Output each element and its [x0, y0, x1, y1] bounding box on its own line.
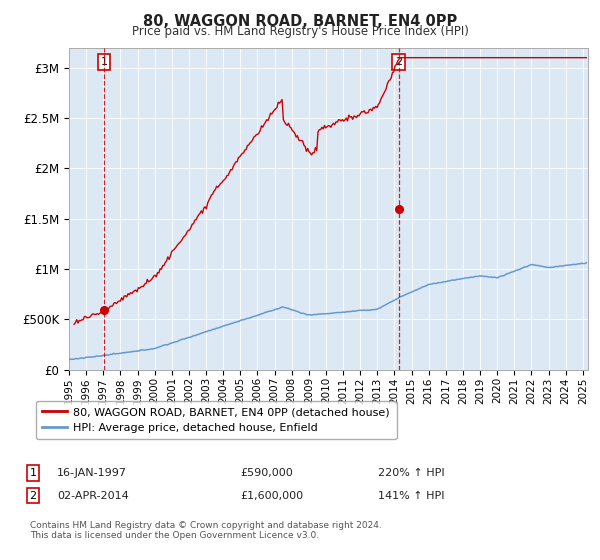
Text: 80, WAGGON ROAD, BARNET, EN4 0PP: 80, WAGGON ROAD, BARNET, EN4 0PP [143, 14, 457, 29]
Text: £590,000: £590,000 [240, 468, 293, 478]
Text: Contains HM Land Registry data © Crown copyright and database right 2024.
This d: Contains HM Land Registry data © Crown c… [30, 521, 382, 540]
Text: 2: 2 [29, 491, 37, 501]
Text: 16-JAN-1997: 16-JAN-1997 [57, 468, 127, 478]
Text: 141% ↑ HPI: 141% ↑ HPI [378, 491, 445, 501]
Text: 220% ↑ HPI: 220% ↑ HPI [378, 468, 445, 478]
Text: 1: 1 [100, 57, 107, 67]
Legend: 80, WAGGON ROAD, BARNET, EN4 0PP (detached house), HPI: Average price, detached : 80, WAGGON ROAD, BARNET, EN4 0PP (detach… [35, 400, 397, 440]
Text: 1: 1 [29, 468, 37, 478]
Text: Price paid vs. HM Land Registry's House Price Index (HPI): Price paid vs. HM Land Registry's House … [131, 25, 469, 38]
Text: 2: 2 [395, 57, 402, 67]
Text: 02-APR-2014: 02-APR-2014 [57, 491, 129, 501]
Text: £1,600,000: £1,600,000 [240, 491, 303, 501]
